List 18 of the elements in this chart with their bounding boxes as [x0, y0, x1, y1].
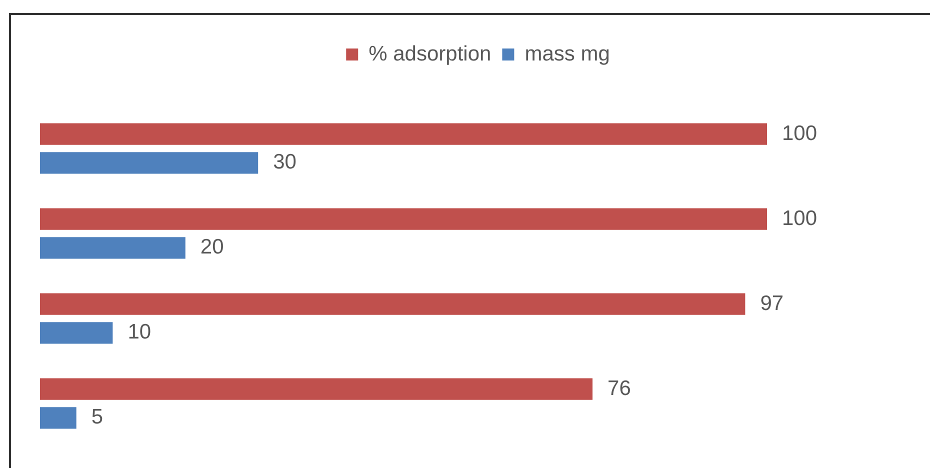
data-label: 100	[782, 122, 818, 145]
bar	[40, 293, 746, 315]
bar	[40, 152, 258, 174]
data-label: 20	[200, 236, 224, 259]
data-label: 97	[760, 292, 784, 315]
bar	[40, 123, 767, 145]
bar	[40, 378, 593, 400]
bar	[40, 208, 767, 230]
data-label: 76	[608, 376, 631, 400]
legend-label: mass mg	[524, 42, 610, 66]
bar	[40, 237, 186, 259]
bar	[40, 322, 113, 344]
bar	[40, 407, 76, 429]
data-label: 5	[91, 406, 104, 429]
legend-label: % adsorption	[368, 42, 492, 66]
data-label: 10	[128, 320, 152, 344]
data-label: 100	[782, 206, 818, 230]
data-label: 30	[273, 150, 296, 174]
